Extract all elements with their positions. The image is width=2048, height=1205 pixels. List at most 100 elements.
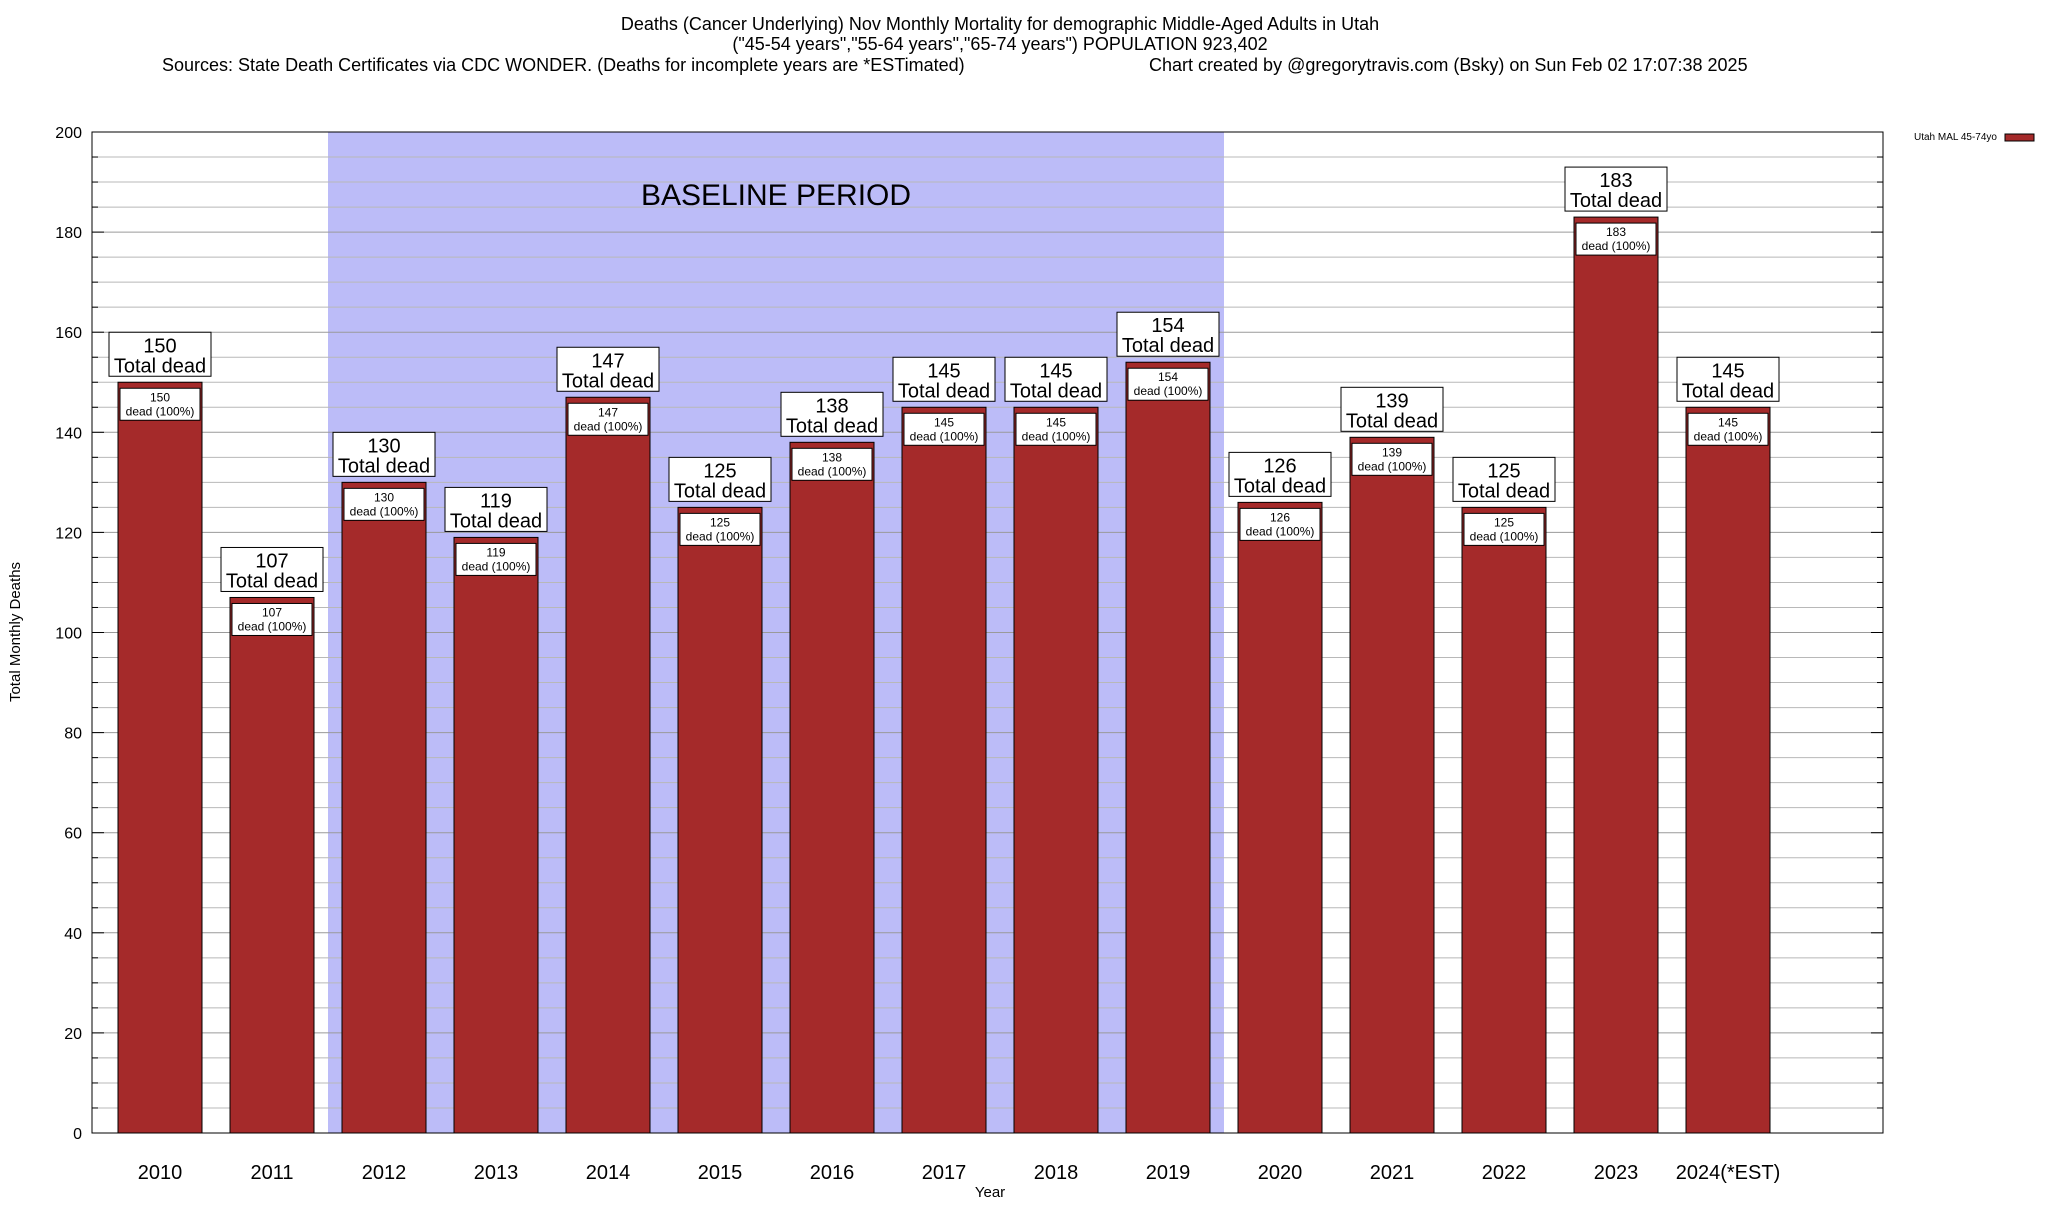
bar-inner-value: 130 — [374, 490, 394, 504]
bar-inner-label-box — [1575, 222, 1657, 256]
x-tick-label: 2015 — [698, 1162, 743, 1184]
bar-total-value: 145 — [1039, 360, 1072, 382]
bar-inner-percent: dead (100%) — [798, 464, 867, 478]
y-tick-label: 20 — [64, 1026, 82, 1043]
plot-area: BASELINE PERIOD 0 20 40 60 80 100 120 140 160 180 2… — [7, 125, 2035, 1201]
bar — [1573, 216, 1659, 1134]
chart-header: Deaths (Cancer Underlying) Nov Monthly M… — [162, 14, 1748, 75]
bar — [565, 396, 651, 1134]
bar — [341, 481, 427, 1134]
bar — [1237, 501, 1323, 1134]
bar-inner-value: 107 — [262, 605, 282, 619]
bar-inner-value: 139 — [1382, 445, 1402, 459]
y-tick-label: 140 — [55, 425, 82, 442]
bar-total-text: Total dead — [226, 570, 318, 592]
legend-label: Utah MAL 45-74yo — [1914, 132, 1997, 143]
bar-inner-percent: dead (100%) — [1246, 524, 1315, 538]
y-tick-label: 160 — [55, 325, 82, 342]
bar-inner-percent: dead (100%) — [238, 619, 307, 633]
x-tick-label: 2010 — [138, 1162, 183, 1184]
bar-inner-label-box — [567, 402, 649, 436]
bar — [1013, 406, 1099, 1134]
x-axis-label: Year — [975, 1184, 1005, 1200]
bar-inner-label-box — [679, 512, 761, 546]
x-tick-label: 2012 — [362, 1162, 407, 1184]
y-axis-label: Total Monthly Deaths — [7, 562, 24, 702]
bar-total-text: Total dead — [1010, 380, 1102, 402]
bar-inner-value: 145 — [1718, 415, 1738, 429]
bar-total-label-box — [1564, 166, 1668, 212]
y-tick-label: 100 — [55, 626, 82, 643]
bar-inner-value: 125 — [1494, 515, 1514, 529]
x-tick-label: 2011 — [250, 1162, 293, 1184]
bar-inner-value: 125 — [710, 515, 730, 529]
bar-total-label-box — [1676, 356, 1780, 402]
bar-total-value: 145 — [1711, 360, 1744, 382]
bar-inner-label-box — [1351, 442, 1433, 476]
bar-inner-label-box — [903, 412, 985, 446]
bar-total-value: 154 — [1151, 315, 1184, 337]
bar-inner-percent: dead (100%) — [126, 404, 195, 418]
bar-total-value: 139 — [1375, 390, 1408, 412]
bar-total-text: Total dead — [1682, 380, 1774, 402]
bar-total-label-box — [108, 331, 212, 377]
sources-text: Sources: State Death Certificates via CD… — [162, 55, 965, 75]
bar-total-text: Total dead — [1346, 410, 1438, 432]
bar-total-text: Total dead — [1570, 190, 1662, 212]
bar-total-label-box — [220, 546, 324, 592]
x-tick-label: 2021 — [1370, 1162, 1415, 1184]
bar-inner-label-box — [119, 387, 201, 421]
bar — [1349, 436, 1435, 1134]
bar-inner-label-box — [1687, 412, 1769, 446]
bar-inner-percent: dead (100%) — [686, 529, 755, 543]
baseline-region-label: BASELINE PERIOD — [641, 179, 911, 212]
bar-inner-label-box — [231, 602, 313, 636]
y-tick-label: 180 — [55, 225, 82, 242]
x-tick-label: 2013 — [474, 1162, 519, 1184]
y-tick-label: 80 — [64, 726, 82, 743]
bar-total-value: 130 — [367, 435, 400, 457]
bar-total-text: Total dead — [786, 415, 878, 437]
bar-inner-label-box — [1127, 367, 1209, 401]
bar-total-value: 107 — [255, 550, 288, 572]
title-line-2: ("45-54 years","55-64 years","65-74 year… — [732, 34, 1267, 54]
bar-total-value: 150 — [143, 335, 176, 357]
bar-inner-value: 150 — [150, 390, 170, 404]
x-tick-label: 2017 — [922, 1162, 967, 1184]
bar — [1125, 361, 1211, 1134]
title-line-1: Deaths (Cancer Underlying) Nov Monthly M… — [621, 14, 1379, 34]
bar — [229, 596, 315, 1134]
bar-total-value: 183 — [1599, 170, 1632, 192]
bar-total-text: Total dead — [338, 455, 430, 477]
bar-total-text: Total dead — [450, 510, 542, 532]
bar-total-text: Total dead — [114, 355, 206, 377]
bar-total-value: 138 — [815, 395, 848, 417]
x-tick-label: 2023 — [1594, 1162, 1639, 1184]
bar-inner-value: 154 — [1158, 370, 1178, 384]
x-tick-label: 2014 — [586, 1162, 631, 1184]
bar-total-label-box — [1116, 311, 1220, 357]
x-tick-label: 2020 — [1258, 1162, 1303, 1184]
bar-inner-label-box — [455, 542, 537, 576]
bar-inner-label-box — [1015, 412, 1097, 446]
bar-total-label-box — [780, 391, 884, 437]
bar-inner-value: 145 — [1046, 415, 1066, 429]
bar-total-label-box — [1340, 386, 1444, 432]
y-tick-label: 40 — [64, 926, 82, 943]
x-tick-label: 2024(*EST) — [1676, 1162, 1781, 1184]
bar — [1461, 506, 1547, 1134]
bar-total-label-box — [556, 346, 660, 392]
bar-total-value: 145 — [927, 360, 960, 382]
bar — [453, 536, 539, 1134]
bar — [901, 406, 987, 1134]
bar-inner-value: 138 — [822, 450, 842, 464]
x-tick-label: 2022 — [1482, 1162, 1527, 1184]
bar-total-value: 125 — [703, 460, 736, 482]
created-by-text: Chart created by @gregorytravis.com (Bsk… — [1149, 55, 1748, 75]
bar-total-text: Total dead — [898, 380, 990, 402]
bar — [1685, 406, 1771, 1134]
bar-inner-label-box — [1239, 507, 1321, 541]
bar-total-value: 119 — [480, 490, 512, 512]
